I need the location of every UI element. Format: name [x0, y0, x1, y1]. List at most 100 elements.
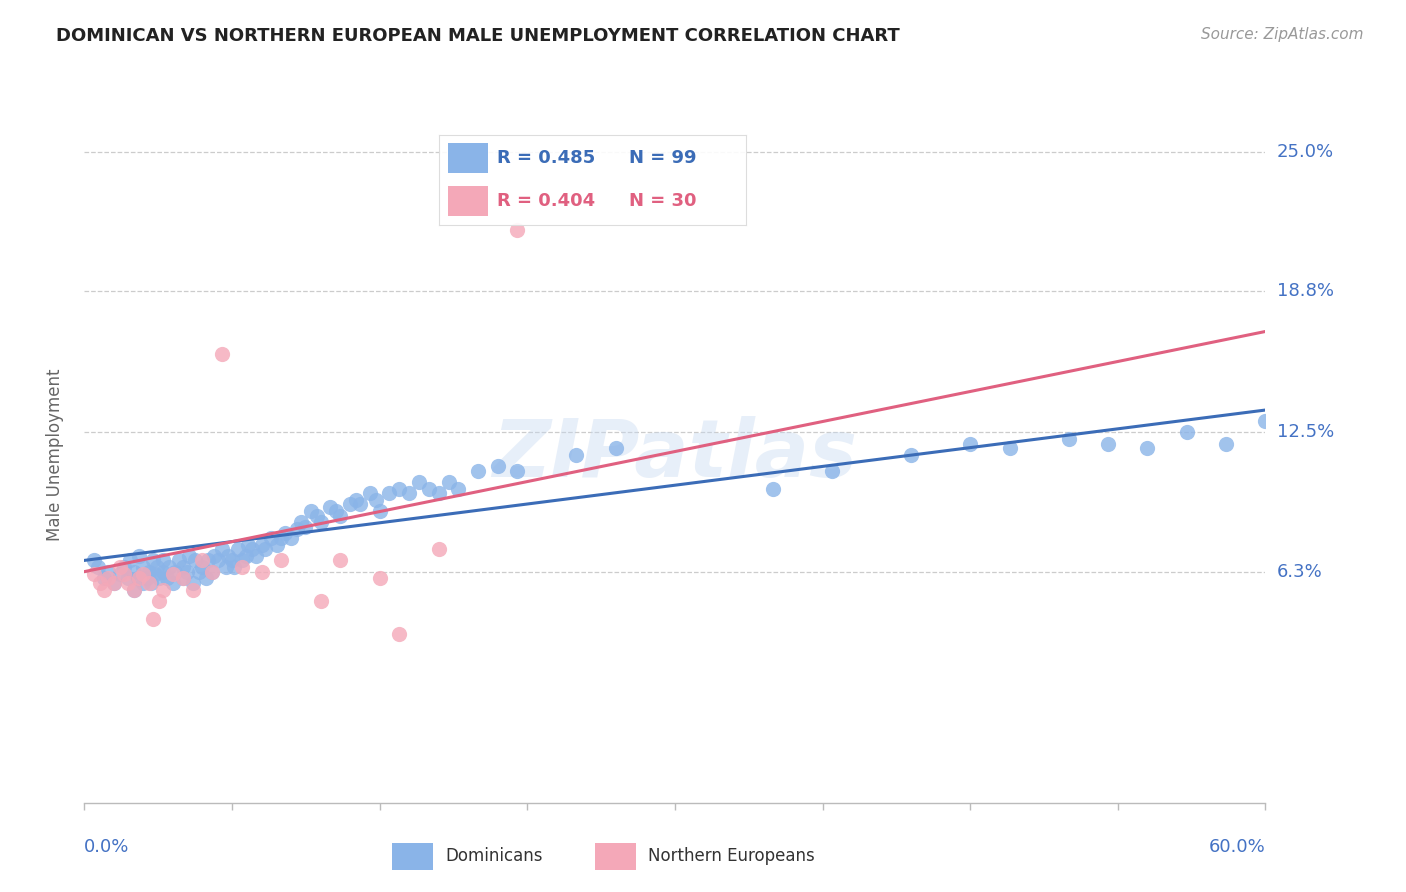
Point: [506, 223, 529, 237]
FancyBboxPatch shape: [449, 143, 488, 173]
Point: [176, 565, 198, 579]
Point: [156, 571, 179, 585]
Point: [1175, 425, 1198, 440]
Point: [368, 571, 391, 585]
Point: [215, 560, 238, 574]
Point: [97, 571, 120, 585]
Point: [240, 542, 263, 557]
Text: 18.8%: 18.8%: [1277, 282, 1333, 300]
Point: [112, 566, 135, 581]
Point: [183, 553, 205, 567]
Point: [349, 497, 371, 511]
Point: [143, 566, 166, 581]
Point: [359, 486, 381, 500]
Point: [108, 566, 131, 581]
Text: 60.0%: 60.0%: [1209, 838, 1265, 856]
Point: [117, 575, 139, 590]
Point: [427, 486, 450, 500]
Point: [325, 504, 347, 518]
Point: [93, 582, 115, 597]
Point: [152, 565, 174, 579]
Point: [122, 582, 145, 597]
Point: [93, 571, 115, 585]
Point: [118, 553, 141, 567]
Point: [172, 560, 194, 574]
Point: [388, 482, 411, 496]
Text: N = 99: N = 99: [628, 149, 696, 167]
Point: [408, 475, 430, 489]
Point: [274, 526, 297, 541]
Point: [163, 565, 186, 579]
Point: [191, 553, 214, 567]
Text: 6.3%: 6.3%: [1277, 563, 1322, 581]
Text: 0.0%: 0.0%: [84, 838, 129, 856]
Point: [132, 566, 155, 581]
Point: [197, 553, 219, 567]
Point: [191, 560, 214, 574]
Point: [309, 515, 332, 529]
Point: [1254, 414, 1277, 428]
Point: [167, 553, 190, 567]
Point: [132, 575, 155, 590]
Point: [339, 497, 361, 511]
Y-axis label: Male Unemployment: Male Unemployment: [45, 368, 63, 541]
Point: [270, 531, 292, 545]
Point: [138, 565, 160, 579]
FancyBboxPatch shape: [392, 843, 433, 870]
Point: [605, 441, 627, 455]
Point: [285, 522, 308, 536]
Point: [565, 448, 588, 462]
Text: Dominicans: Dominicans: [446, 847, 543, 865]
Point: [201, 565, 224, 579]
Point: [142, 553, 165, 567]
Point: [222, 560, 245, 574]
Point: [250, 565, 273, 579]
Point: [378, 486, 401, 500]
Point: [117, 571, 139, 585]
Point: [290, 515, 312, 529]
Point: [83, 553, 105, 567]
Text: 12.5%: 12.5%: [1277, 424, 1334, 442]
Point: [266, 538, 288, 552]
Point: [157, 560, 180, 574]
Point: [162, 566, 184, 581]
Point: [177, 549, 200, 563]
Point: [122, 582, 145, 597]
Point: [231, 553, 253, 567]
Point: [305, 508, 328, 523]
Point: [128, 549, 150, 563]
Point: [294, 520, 316, 534]
Point: [821, 464, 844, 478]
Point: [152, 553, 174, 567]
Point: [172, 571, 194, 585]
Point: [207, 553, 229, 567]
FancyBboxPatch shape: [595, 843, 636, 870]
Point: [437, 475, 460, 489]
Point: [418, 482, 440, 496]
Point: [1215, 436, 1237, 450]
Point: [211, 542, 233, 557]
Point: [87, 560, 110, 574]
Text: N = 30: N = 30: [628, 193, 696, 211]
Point: [254, 542, 277, 557]
Point: [127, 571, 149, 585]
Point: [270, 553, 292, 567]
Point: [900, 448, 922, 462]
Point: [112, 560, 135, 574]
Point: [226, 542, 249, 557]
Point: [299, 504, 322, 518]
Point: [1097, 436, 1119, 450]
Point: [162, 575, 184, 590]
Text: ZIPatlas: ZIPatlas: [492, 416, 858, 494]
Point: [319, 500, 342, 514]
Point: [467, 464, 489, 478]
Point: [195, 571, 218, 585]
Point: [142, 612, 165, 626]
Point: [762, 482, 785, 496]
Point: [959, 436, 981, 450]
Text: Northern Europeans: Northern Europeans: [648, 847, 815, 865]
Point: [211, 347, 233, 361]
Point: [83, 566, 105, 581]
Point: [486, 459, 509, 474]
Point: [344, 492, 367, 507]
